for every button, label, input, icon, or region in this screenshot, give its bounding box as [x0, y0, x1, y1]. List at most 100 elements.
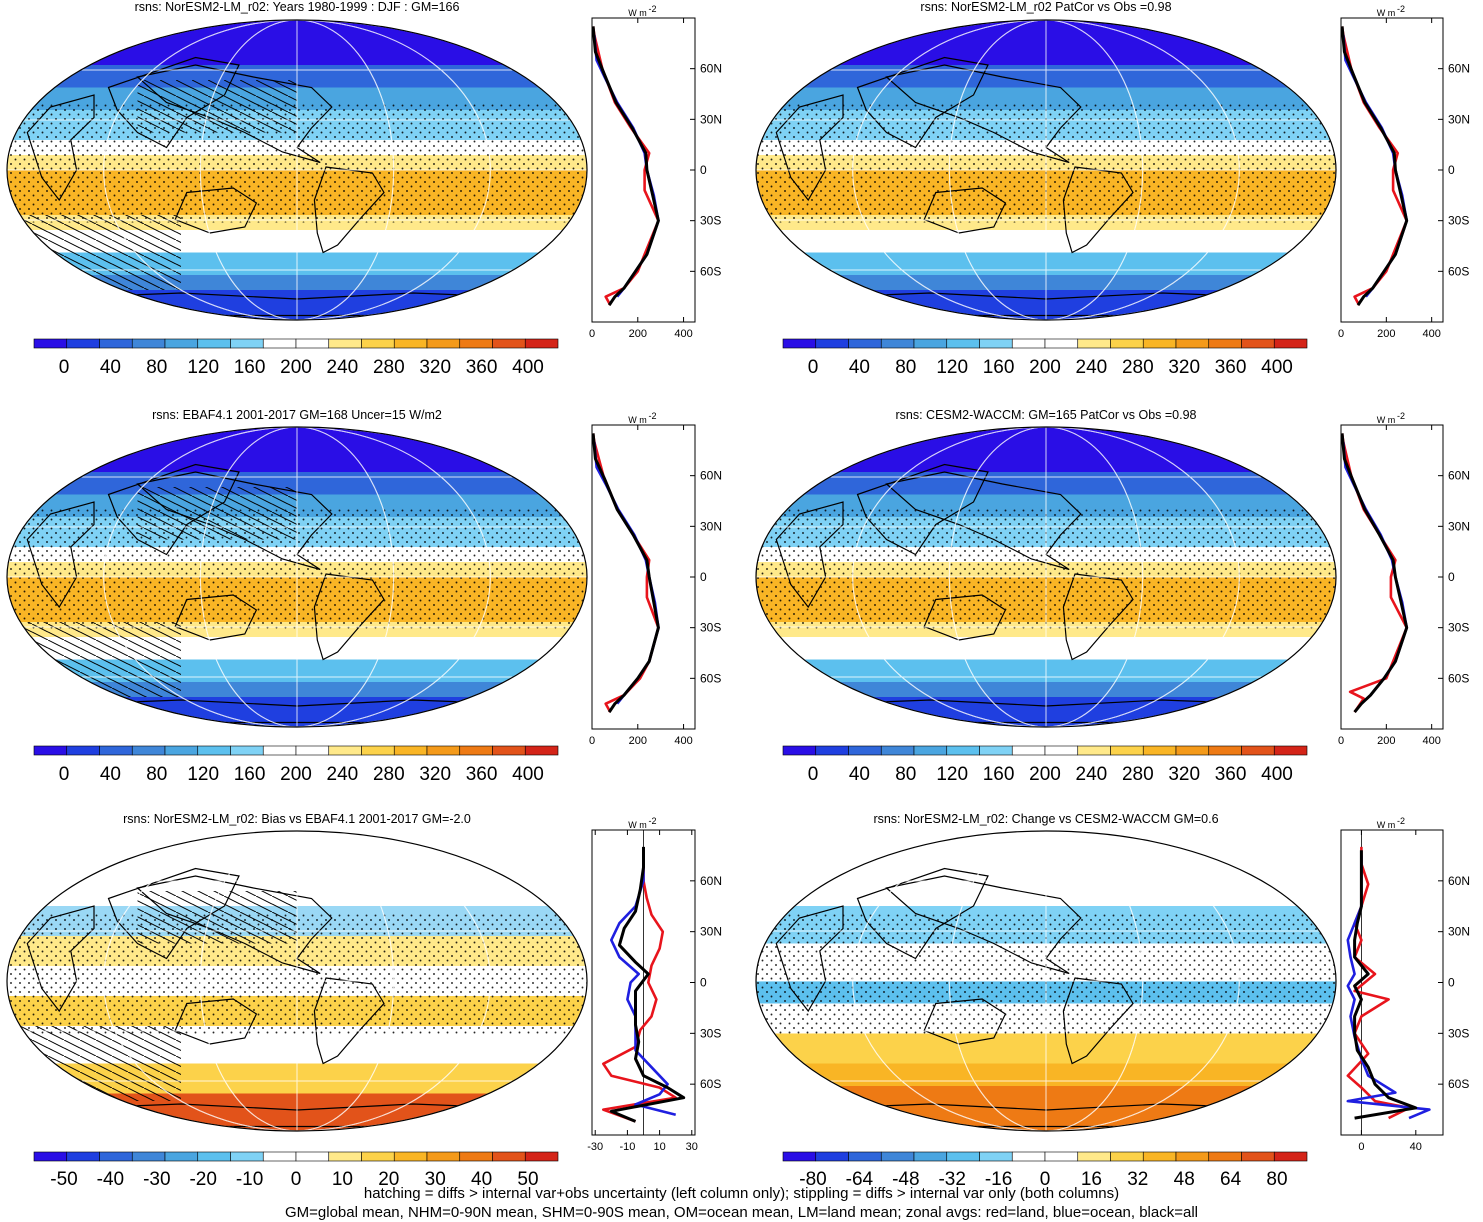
colorbar-label: 32: [1127, 1169, 1148, 1190]
colorbar-box: [99, 338, 133, 349]
colorbar-label: 120: [936, 357, 968, 378]
colorbar-label: 120: [187, 357, 219, 378]
colorbar-box: [979, 745, 1013, 756]
colorbar-box: [815, 338, 849, 349]
zonal-lat-label: 60N: [1448, 469, 1470, 483]
colorbar-box: [459, 745, 493, 756]
colorbar-label: 80: [895, 764, 916, 785]
graticule-lon: [948, 20, 1144, 320]
colorbar-box: [361, 1151, 395, 1162]
colorbar: 0 40 80 120 160 200 240 280 320 360 400: [33, 745, 559, 785]
zonal-unit-exp: -2: [648, 411, 656, 421]
map-field: [7, 831, 587, 1131]
colorbar-label: 80: [146, 764, 167, 785]
colorbar-box: [426, 745, 461, 756]
colorbar-box: [295, 1151, 330, 1162]
colorbar-box: [1273, 338, 1308, 349]
colorbar-label: 240: [1076, 764, 1108, 785]
panel-bottom-right: rsns: NorESM2-LM_r02: Change vs CESM2-WA…: [755, 812, 1470, 1190]
colorbar-box: [946, 338, 980, 349]
panel-title: rsns: NorESM2-LM_r02: Change vs CESM2-WA…: [873, 812, 1218, 826]
zonal-x-label: 400: [1422, 328, 1440, 340]
graticule: [7, 20, 587, 320]
colorbar-label: 0: [808, 764, 819, 785]
colorbar-label: 30: [425, 1169, 446, 1190]
colorbar-box: [328, 338, 362, 349]
map-outline: [755, 830, 1337, 1132]
colorbar: 0 40 80 120 160 200 240 280 320 360 400: [33, 338, 559, 378]
colorbar-label: -50: [50, 1169, 77, 1190]
map-outline: [755, 19, 1337, 321]
colorbar-box: [1273, 1151, 1308, 1162]
colorbar-label: 280: [1122, 764, 1154, 785]
colorbar-label: 160: [983, 357, 1015, 378]
colorbar-label: 0: [59, 357, 70, 378]
colorbar-box: [66, 1151, 100, 1162]
colorbar-box: [946, 1151, 980, 1162]
colorbar-label: 360: [466, 764, 498, 785]
colorbar-box: [1011, 338, 1046, 349]
colorbar-label: -16: [985, 1169, 1012, 1190]
colorbar-box: [1044, 1151, 1079, 1162]
colorbar-box: [131, 1151, 166, 1162]
zonal-unit-exp: -2: [1397, 411, 1405, 421]
zonal-lat-label: 30S: [1448, 621, 1469, 635]
colorbar-box: [880, 745, 915, 756]
colorbar-box: [913, 1151, 948, 1162]
colorbar-label: 48: [1174, 1169, 1195, 1190]
colorbar-box: [979, 1151, 1013, 1162]
zonal-x-label: 0: [1338, 735, 1344, 747]
colorbar-box: [913, 338, 948, 349]
zonal-unit: W m: [628, 820, 647, 830]
colorbar-label: 0: [59, 764, 70, 785]
zonal-x-label: 400: [1422, 735, 1440, 747]
zonal-unit: W m: [1377, 820, 1396, 830]
zonal-x-label: 40: [1410, 1141, 1422, 1153]
colorbar-box: [1077, 338, 1111, 349]
colorbar-label: -80: [799, 1169, 826, 1190]
colorbar-label: 360: [1215, 357, 1247, 378]
colorbar-box: [1175, 745, 1210, 756]
colorbar-label: -32: [938, 1169, 965, 1190]
colorbar-label: 0: [808, 357, 819, 378]
colorbar-box: [459, 1151, 493, 1162]
colorbar-label: 400: [512, 764, 544, 785]
zonal-lat-label: 30S: [1448, 214, 1469, 228]
graticule-lon: [852, 20, 1240, 320]
colorbar-label: 0: [291, 1169, 302, 1190]
colorbar-box: [328, 1151, 362, 1162]
colorbar-label: 160: [234, 357, 266, 378]
zonal-lat-label: 60N: [700, 469, 722, 483]
colorbar-box: [1110, 338, 1144, 349]
zonal-lat-label: 0: [1448, 163, 1455, 177]
colorbar-box: [1077, 745, 1111, 756]
colorbar-box: [459, 338, 493, 349]
footnote-line-1: hatching = diffs > internal var+obs unce…: [363, 1185, 1120, 1202]
colorbar-box: [848, 1151, 882, 1162]
graticule: [7, 427, 587, 727]
colorbar-box: [230, 1151, 264, 1162]
colorbar-box: [1110, 1151, 1144, 1162]
zonal-x-label: 0: [589, 328, 595, 340]
hatching: [137, 80, 297, 133]
zonal-series-all: [609, 846, 686, 1123]
colorbar-box: [1044, 338, 1079, 349]
zonal-series-all: [1340, 26, 1409, 306]
colorbar-label: -40: [97, 1169, 124, 1190]
graticule: [7, 831, 587, 1131]
colorbar-label: 40: [471, 1169, 492, 1190]
colorbar-box: [197, 1151, 231, 1162]
zonal-x-label: 0: [589, 735, 595, 747]
zonal-panel: 60N 30N 0 30S 60S 0 200 400 W m -2: [1338, 411, 1470, 747]
colorbar-box: [1241, 338, 1275, 349]
colorbar-label: 360: [466, 357, 498, 378]
colorbar-box: [848, 338, 882, 349]
zonal-unit-exp: -2: [1397, 816, 1405, 826]
colorbar: 0 40 80 120 160 200 240 280 320 360 400: [782, 745, 1308, 785]
colorbar-box: [782, 1151, 817, 1162]
colorbar-box: [1044, 745, 1079, 756]
colorbar-box: [782, 745, 817, 756]
zonal-lat-label: 60S: [700, 671, 721, 685]
zonal-lat-label: 30S: [700, 621, 721, 635]
colorbar-box: [1208, 1151, 1242, 1162]
